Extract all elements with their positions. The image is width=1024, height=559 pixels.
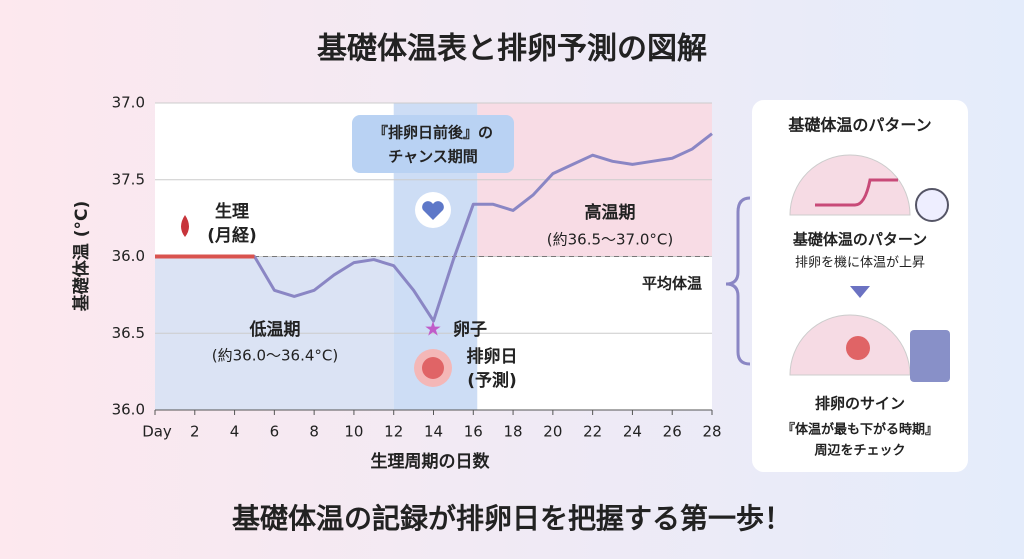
footer: 基礎体温の記録が排卵日を把握する第一歩！ [232, 502, 792, 535]
gauge [789, 154, 911, 216]
y-tick-label: 36.5 [112, 324, 145, 342]
window-callout [352, 115, 514, 173]
y-axis-label: 基礎体温 (°C) [71, 201, 92, 312]
x-tick-label: 20 [543, 423, 562, 441]
low-label: (約36.0〜36.4°C) [212, 347, 338, 365]
window-label: 『排卵日前後』の [373, 124, 493, 142]
panel-item: 基礎体温のパターン [792, 231, 927, 249]
arrow [850, 286, 870, 298]
average-label: 平均体温 [642, 275, 702, 293]
ovulation-label: (予測) [467, 370, 517, 391]
low-label: 低温期 [249, 319, 301, 340]
period-label: (月経) [207, 225, 257, 246]
y-tick-label: 37.5 [112, 170, 145, 188]
brace [725, 196, 751, 366]
heart-icon [422, 201, 444, 220]
x-tick-label: 24 [623, 423, 642, 441]
x-tick-label: 4 [230, 423, 240, 441]
panel-item: 『体温が最も下がる時期』 [782, 422, 938, 438]
y-tick-label: 36.0 [112, 247, 145, 265]
x-tick-label: 22 [583, 423, 602, 441]
ovulation-label: 排卵日 [467, 346, 518, 367]
x-tick-label: 2 [190, 423, 200, 441]
clock-icon [915, 188, 949, 222]
y-tick-label: 37.0 [112, 94, 145, 112]
x-tick-label: 14 [424, 423, 443, 441]
x-tick-label: 8 [309, 423, 319, 441]
x-tick-label: 12 [384, 423, 403, 441]
egg-icon [422, 357, 444, 379]
panel-item: 排卵を機に体温が上昇 [795, 256, 925, 271]
star-icon: ★ [424, 317, 442, 341]
high-label: 高温期 [585, 202, 636, 223]
window-label: チャンス期間 [388, 148, 478, 166]
x-tick-label: 18 [504, 423, 523, 441]
x-tick-label: 28 [702, 423, 721, 441]
x-tick-label: 6 [270, 423, 280, 441]
panel-item: 周辺をチェック [814, 444, 905, 459]
drop-icon [181, 215, 189, 237]
calculator-icon [910, 330, 950, 382]
x-tick-label: 26 [663, 423, 682, 441]
x-tick-label: 10 [344, 423, 363, 441]
panel-item: 排卵のサイン [815, 395, 905, 413]
x-tick-label: Day [142, 423, 172, 441]
gauge-curve [815, 178, 898, 207]
egg-icon [846, 336, 870, 360]
title: 基礎体温表と排卵予測の図解 [317, 32, 707, 67]
x-axis-label: 生理周期の日数 [371, 451, 491, 472]
x-tick-label: 16 [464, 423, 483, 441]
y-tick-label: 36.0 [112, 401, 145, 419]
panel-title: 基礎体温のパターン [787, 116, 931, 135]
egg-label: 卵子 [453, 319, 487, 340]
high-label: (約36.5〜37.0°C) [547, 231, 673, 249]
period-label: 生理 [215, 201, 249, 222]
